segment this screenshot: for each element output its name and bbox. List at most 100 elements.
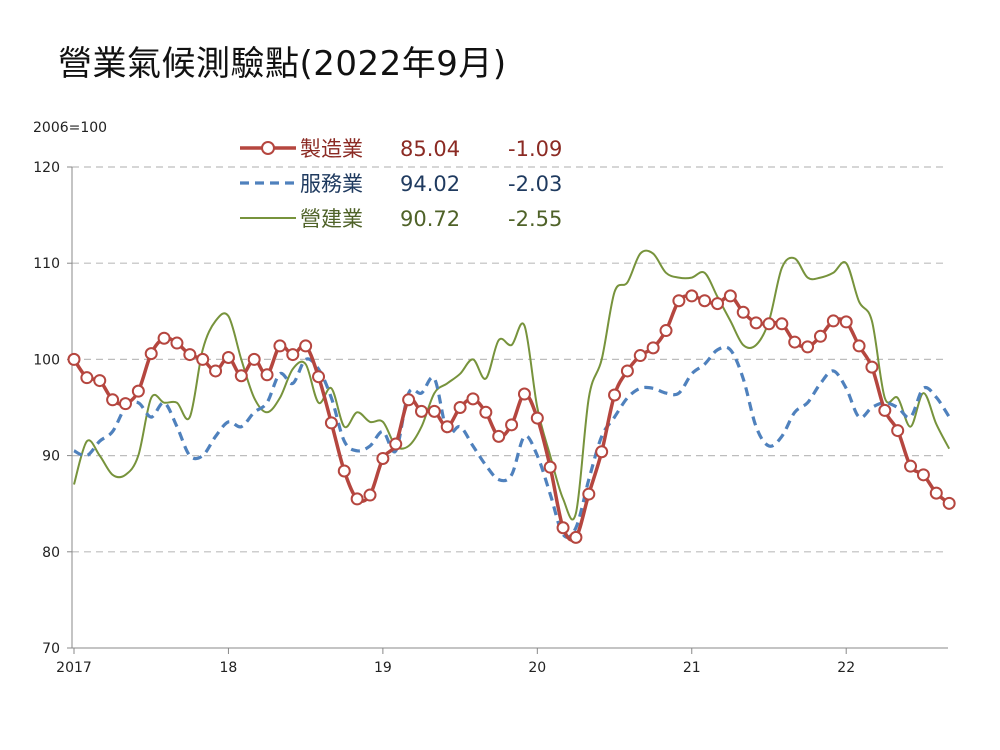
data-point	[312, 370, 326, 384]
legend: 製造業 85.04 -1.09 服務業 94.02 -2.03 營建業 90.72 -2.55	[240, 137, 562, 231]
x-tick-label: 20	[528, 660, 546, 676]
data-point	[865, 360, 879, 374]
series-lines	[67, 249, 956, 544]
data-point	[839, 315, 853, 329]
y-tick-label: 110	[33, 256, 60, 272]
data-point	[350, 492, 364, 506]
x-axis-ticks: 2017 18 19 20 21 22	[56, 648, 855, 676]
x-tick-label: 22	[837, 660, 855, 676]
data-point	[633, 349, 647, 363]
data-point	[543, 460, 557, 474]
data-point	[337, 464, 351, 478]
chart-title: 營業氣候測驗點(2022年9月)	[58, 44, 507, 84]
data-point	[698, 294, 712, 308]
legend-series-name: 製造業	[300, 137, 363, 161]
data-point	[427, 404, 441, 418]
data-point	[440, 420, 454, 434]
series-line	[73, 249, 951, 521]
data-point	[363, 488, 377, 502]
data-point	[492, 429, 506, 443]
data-point	[556, 521, 570, 535]
data-point	[93, 374, 107, 388]
x-tick-label: 18	[220, 660, 238, 676]
data-point	[878, 403, 892, 417]
data-point	[414, 404, 428, 418]
y-tick-label: 90	[42, 449, 60, 465]
data-point	[466, 392, 480, 406]
legend-item-1: 服務業 94.02 -2.03	[240, 172, 562, 196]
data-point	[711, 297, 724, 311]
legend-series-name: 服務業	[300, 172, 363, 196]
data-point	[659, 324, 673, 338]
data-point	[530, 411, 544, 425]
y-axis-ticks: 70 80 90 100 110 120	[33, 160, 72, 657]
data-point	[247, 352, 261, 366]
data-point	[505, 418, 519, 432]
data-point	[67, 352, 81, 366]
data-point	[131, 384, 145, 398]
legend-latest-value: 85.04	[400, 137, 460, 161]
data-point	[80, 371, 94, 385]
unit-label: 2006=100	[33, 120, 107, 136]
x-tick-label: 21	[683, 660, 701, 676]
x-tick-label: 19	[374, 660, 392, 676]
legend-series-name: 營建業	[300, 207, 363, 231]
data-point	[209, 364, 223, 378]
series-2	[73, 249, 951, 521]
data-point	[299, 339, 313, 353]
data-point	[118, 397, 132, 411]
data-point	[723, 289, 737, 303]
data-point	[479, 405, 493, 419]
series-0	[67, 289, 956, 544]
data-point	[813, 329, 827, 343]
legend-item-0: 製造業 85.04 -1.09	[240, 137, 562, 161]
series-line	[73, 345, 951, 539]
y-tick-label: 70	[42, 641, 60, 657]
data-point	[929, 486, 943, 500]
legend-latest-value: 90.72	[400, 207, 460, 231]
data-point	[170, 336, 184, 350]
series-1	[73, 345, 951, 539]
legend-change-value: -2.55	[508, 207, 562, 231]
legend-latest-value: 94.02	[400, 172, 460, 196]
data-point	[376, 451, 390, 465]
data-point	[775, 317, 789, 331]
data-point	[608, 388, 622, 402]
data-point	[183, 348, 197, 362]
data-point	[517, 387, 531, 401]
data-point	[196, 352, 210, 366]
data-point	[788, 335, 802, 349]
data-point	[595, 445, 609, 459]
legend-item-2: 營建業 90.72 -2.55	[240, 207, 562, 231]
data-point	[157, 331, 171, 345]
data-point	[260, 368, 274, 382]
data-point	[762, 317, 776, 331]
data-point	[620, 364, 634, 378]
data-point	[106, 393, 120, 407]
data-point	[402, 393, 416, 407]
data-point	[389, 437, 403, 451]
data-point	[801, 340, 815, 354]
data-point	[904, 459, 918, 473]
data-point	[826, 314, 840, 328]
data-point	[286, 348, 300, 362]
data-point	[144, 347, 158, 361]
data-point	[749, 316, 763, 330]
data-point	[569, 530, 583, 544]
data-point	[891, 424, 905, 438]
data-point	[582, 487, 596, 501]
data-point	[221, 350, 235, 364]
gridlines	[72, 166, 948, 553]
data-point	[852, 339, 866, 353]
legend-change-value: -2.03	[508, 172, 562, 196]
data-point	[916, 468, 930, 482]
data-point	[273, 339, 287, 353]
data-point	[685, 289, 699, 303]
y-tick-label: 120	[33, 160, 60, 176]
legend-change-value: -1.09	[508, 137, 562, 161]
axes	[71, 167, 948, 649]
data-point	[672, 294, 686, 308]
legend-marker	[261, 141, 275, 155]
data-point	[736, 305, 750, 319]
